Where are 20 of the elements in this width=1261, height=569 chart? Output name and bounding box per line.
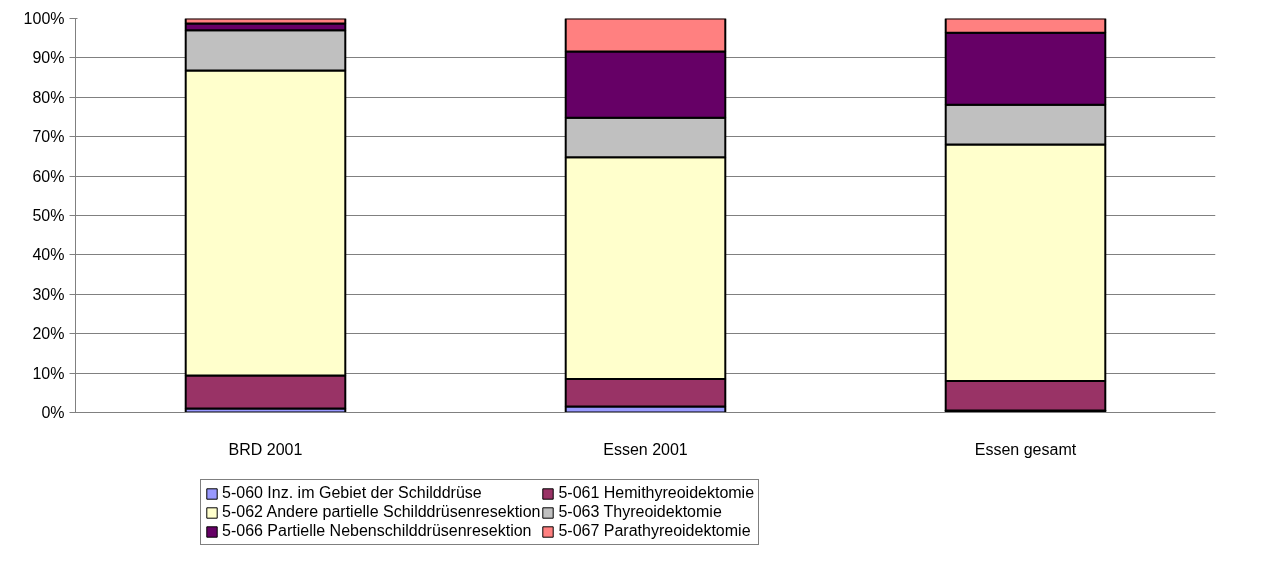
y-tick-label: 100% bbox=[23, 10, 65, 27]
x-tick-label: BRD 2001 bbox=[228, 440, 303, 458]
y-tick-label: 90% bbox=[32, 49, 65, 67]
legend-label: 5-067 Parathyreoidektomie bbox=[558, 522, 751, 540]
y-tick-label: 70% bbox=[32, 128, 65, 146]
y-tick-label: 10% bbox=[32, 364, 65, 382]
y-tick-label: 40% bbox=[32, 246, 65, 264]
y-tick-label: 80% bbox=[32, 88, 65, 106]
legend-label: 5-061 Hemithyreoidektomie bbox=[558, 484, 755, 502]
y-tick-label: 50% bbox=[32, 207, 65, 224]
legend-label: 5-066 Partielle Nebenschilddrüsenresektion bbox=[222, 522, 532, 540]
x-tick-label: Essen gesamt bbox=[974, 440, 1077, 458]
legend-label: 5-060 Inz. im Gebiet der Schilddrüse bbox=[222, 484, 482, 502]
y-tick-label: 30% bbox=[32, 285, 65, 303]
legend-label: 5-062 Andere partielle Schilddrüsenresektion bbox=[222, 503, 541, 521]
y-tick-label: 0% bbox=[41, 404, 65, 421]
y-tick-label: 20% bbox=[32, 325, 65, 343]
x-tick-label: Essen 2001 bbox=[603, 440, 688, 458]
legend-label: 5-063 Thyreoidektomie bbox=[558, 503, 722, 521]
y-tick-label: 60% bbox=[32, 167, 65, 185]
